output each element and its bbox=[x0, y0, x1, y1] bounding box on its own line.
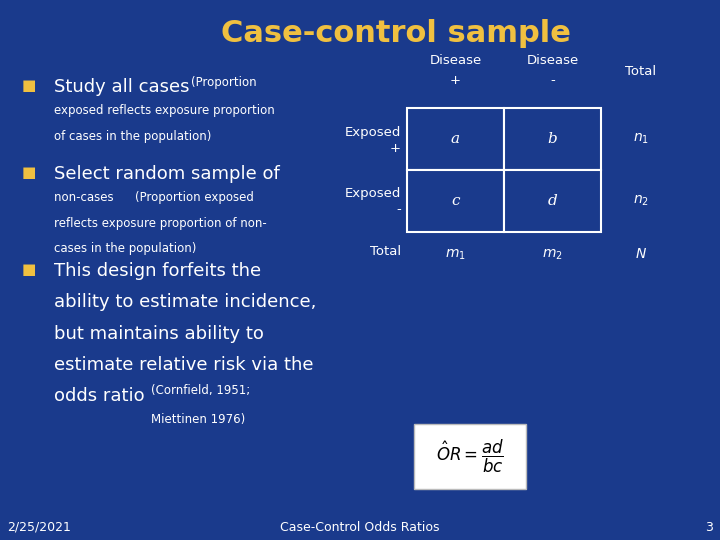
Text: Exposed: Exposed bbox=[345, 126, 401, 139]
Text: $m_2$: $m_2$ bbox=[542, 247, 563, 262]
FancyBboxPatch shape bbox=[407, 108, 504, 170]
Text: Case-control sample: Case-control sample bbox=[221, 19, 571, 48]
Text: cases in the population): cases in the population) bbox=[54, 242, 197, 255]
Text: odds ratio: odds ratio bbox=[54, 387, 150, 405]
Text: $N$: $N$ bbox=[635, 247, 647, 261]
Text: (Proportion exposed: (Proportion exposed bbox=[135, 191, 253, 204]
Text: $m_1$: $m_1$ bbox=[445, 247, 466, 262]
Text: Disease: Disease bbox=[429, 55, 482, 68]
Text: b: b bbox=[548, 132, 557, 146]
Text: -: - bbox=[396, 202, 401, 215]
Text: 3: 3 bbox=[705, 521, 713, 534]
Text: Miettinen 1976): Miettinen 1976) bbox=[151, 413, 246, 426]
FancyBboxPatch shape bbox=[407, 170, 504, 232]
Text: -: - bbox=[550, 75, 555, 87]
Text: $n_2$: $n_2$ bbox=[633, 194, 649, 208]
Text: $n_1$: $n_1$ bbox=[633, 132, 649, 146]
Text: of cases in the population): of cases in the population) bbox=[54, 130, 212, 143]
Text: +: + bbox=[450, 75, 461, 87]
Text: +: + bbox=[390, 142, 401, 155]
Text: estimate relative risk via the: estimate relative risk via the bbox=[54, 356, 313, 374]
Text: but maintains ability to: but maintains ability to bbox=[54, 325, 264, 342]
Text: Exposed: Exposed bbox=[345, 187, 401, 200]
Text: Disease: Disease bbox=[526, 55, 579, 68]
Text: a: a bbox=[451, 132, 460, 146]
Text: ■: ■ bbox=[22, 78, 36, 93]
Text: ■: ■ bbox=[22, 262, 36, 277]
Text: ability to estimate incidence,: ability to estimate incidence, bbox=[54, 293, 316, 311]
Text: non-cases: non-cases bbox=[54, 191, 117, 204]
Text: This design forfeits the: This design forfeits the bbox=[54, 262, 261, 280]
Text: (Cornfield, 1951;: (Cornfield, 1951; bbox=[151, 384, 251, 397]
Text: Total: Total bbox=[625, 65, 657, 78]
Text: ■: ■ bbox=[22, 165, 36, 180]
Text: Total: Total bbox=[370, 245, 401, 258]
FancyBboxPatch shape bbox=[504, 170, 601, 232]
Text: c: c bbox=[451, 194, 459, 208]
Text: d: d bbox=[548, 194, 557, 208]
Text: Case-Control Odds Ratios: Case-Control Odds Ratios bbox=[280, 521, 440, 534]
FancyBboxPatch shape bbox=[414, 424, 526, 489]
Text: Select random sample of: Select random sample of bbox=[54, 165, 280, 183]
Text: exposed reflects exposure proportion: exposed reflects exposure proportion bbox=[54, 104, 275, 117]
Text: 2/25/2021: 2/25/2021 bbox=[7, 521, 71, 534]
Text: (Proportion: (Proportion bbox=[191, 76, 256, 89]
Text: Study all cases: Study all cases bbox=[54, 78, 195, 96]
Text: $\hat{O}R = \dfrac{ad}{bc}$: $\hat{O}R = \dfrac{ad}{bc}$ bbox=[436, 438, 504, 475]
FancyBboxPatch shape bbox=[504, 108, 601, 170]
Text: reflects exposure proportion of non-: reflects exposure proportion of non- bbox=[54, 217, 266, 230]
